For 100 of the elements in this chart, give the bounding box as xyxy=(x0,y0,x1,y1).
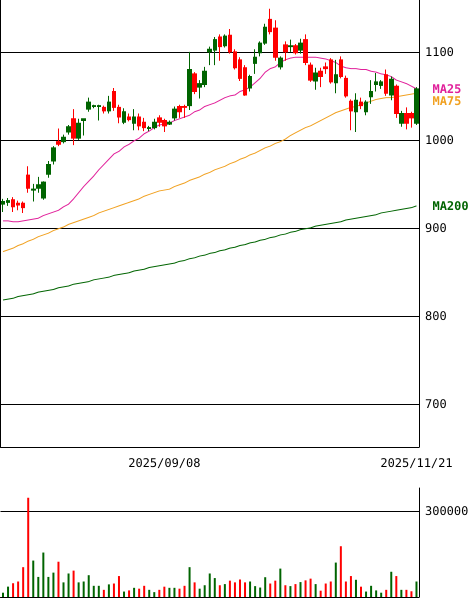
candlestick xyxy=(187,51,192,110)
bar xyxy=(334,562,337,597)
candlestick xyxy=(394,84,399,118)
bar xyxy=(198,588,201,597)
y-tick-label: 700 xyxy=(425,396,447,411)
bar xyxy=(310,578,312,597)
bar xyxy=(98,586,100,597)
bar xyxy=(82,582,85,597)
bar xyxy=(354,580,357,597)
candlestick xyxy=(298,38,303,54)
bar xyxy=(128,590,130,597)
candlestick xyxy=(192,72,197,95)
candlestick xyxy=(288,39,293,52)
candlestick xyxy=(253,48,257,74)
bar xyxy=(228,580,231,597)
bar xyxy=(249,582,252,597)
candlestick xyxy=(364,100,368,116)
bar xyxy=(375,590,378,597)
bar xyxy=(88,575,90,597)
bar xyxy=(238,580,241,597)
bar xyxy=(380,592,382,597)
line-series xyxy=(2,56,417,222)
bar xyxy=(112,584,115,597)
candlestick xyxy=(384,69,388,96)
series-label: MA25 xyxy=(432,82,462,96)
bar xyxy=(350,576,352,597)
candlestick xyxy=(354,92,358,132)
bar xyxy=(224,584,226,597)
candlestick xyxy=(349,98,353,131)
bar xyxy=(214,578,216,597)
y-tick-label: 1100 xyxy=(425,44,454,59)
candlestick xyxy=(334,59,338,94)
candlestick xyxy=(81,118,86,136)
bar xyxy=(218,585,221,597)
bar xyxy=(314,584,317,597)
candlestick xyxy=(339,56,343,79)
candlestick xyxy=(51,146,56,166)
bar xyxy=(300,582,302,597)
bar xyxy=(138,588,140,597)
bar xyxy=(78,582,80,597)
candlestick xyxy=(344,75,348,98)
bar xyxy=(37,576,40,597)
bar xyxy=(385,590,388,597)
x-tick-label: 2025/11/21 xyxy=(380,456,453,470)
candlestick xyxy=(223,34,227,48)
candlestick xyxy=(303,34,308,66)
bar xyxy=(12,583,14,597)
bar xyxy=(194,582,196,597)
line-series xyxy=(2,205,417,301)
line-series xyxy=(2,92,417,252)
bar xyxy=(415,582,418,597)
bar xyxy=(32,560,34,597)
y-tick-label: 800 xyxy=(425,308,447,323)
bar xyxy=(274,580,276,597)
bar xyxy=(173,588,176,597)
bar xyxy=(320,590,322,597)
candlestick xyxy=(127,113,131,122)
candlestick xyxy=(313,67,318,90)
y-tick-label: 300000 xyxy=(425,504,468,518)
x-tick-label: 2025/09/08 xyxy=(128,456,200,470)
y-tick-label: 1000 xyxy=(425,132,454,147)
bar xyxy=(153,592,156,597)
bar xyxy=(208,573,211,597)
candlestick xyxy=(248,74,252,92)
bar xyxy=(405,590,408,597)
series-label: MA75 xyxy=(432,94,462,108)
bar xyxy=(72,570,75,597)
candlestick xyxy=(308,62,313,82)
bar xyxy=(22,567,24,597)
bar xyxy=(178,588,180,597)
bar xyxy=(148,590,150,597)
bar xyxy=(360,586,362,597)
bar xyxy=(294,584,296,597)
candlestick xyxy=(414,86,419,126)
candlestick xyxy=(359,97,363,110)
bar xyxy=(330,582,332,597)
bar xyxy=(27,498,30,597)
bar xyxy=(57,562,60,597)
bar xyxy=(284,585,286,597)
bar xyxy=(289,586,292,597)
candlestick xyxy=(218,34,222,62)
bar xyxy=(123,592,126,597)
candlestick xyxy=(102,105,106,114)
bar xyxy=(269,584,272,597)
bar xyxy=(264,577,266,597)
bar xyxy=(204,585,206,597)
candlestick xyxy=(369,80,373,104)
candlestick xyxy=(132,108,136,131)
bar xyxy=(42,552,44,597)
bar xyxy=(133,588,136,597)
candlestick xyxy=(318,67,323,88)
bar xyxy=(168,588,170,597)
bar xyxy=(340,546,342,597)
bar xyxy=(279,568,282,597)
y-tick-label: 900 xyxy=(425,220,447,235)
bar xyxy=(324,584,327,597)
bar xyxy=(234,582,236,597)
candlestick xyxy=(399,110,404,128)
bar xyxy=(2,592,4,597)
bar xyxy=(184,586,186,597)
